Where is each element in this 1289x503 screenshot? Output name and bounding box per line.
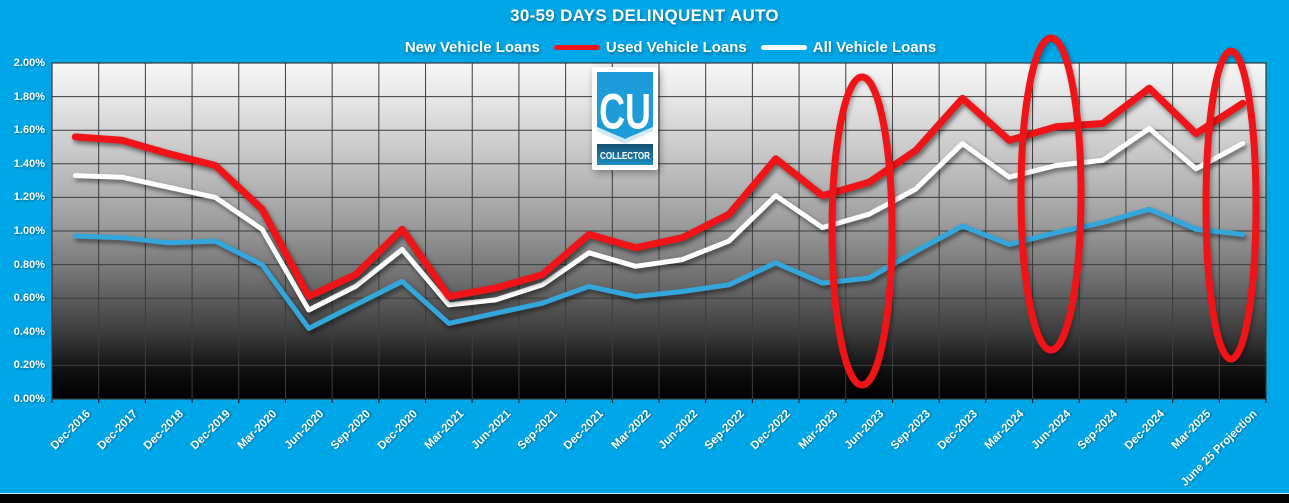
logo-band — [597, 144, 653, 165]
y-tick-label: 1.80% — [13, 90, 45, 103]
cu-collector-logo: CU COLLECTOR — [592, 67, 658, 170]
legend: New Vehicle Loans Used Vehicle Loans All V… — [0, 39, 1289, 56]
legend-label: Used Vehicle Loans — [605, 39, 747, 56]
legend-item-new-vehicle-loans: New Vehicle Loans — [353, 39, 540, 56]
logo-monogram: CU — [599, 85, 651, 140]
y-tick-label: 1.20% — [13, 191, 45, 204]
cu-collector-logo-svg: CU COLLECTOR — [592, 67, 658, 170]
logo-wordmark: COLLECTOR — [600, 151, 651, 162]
bottom-bar — [0, 493, 1289, 503]
y-tick-label: 1.00% — [13, 225, 45, 237]
y-tick-label: 0.00% — [13, 393, 45, 405]
legend-item-all-vehicle-loans: All Vehicle Loans — [760, 39, 937, 56]
annotation-oval-june-25-projection — [1202, 47, 1260, 363]
y-tick-label: 0.20% — [13, 359, 45, 372]
chart-title: 30-59 DAYS DELINQUENT AUTO — [510, 6, 779, 25]
y-tick-label: 0.80% — [13, 258, 45, 271]
y-tick-label: 0.40% — [13, 325, 45, 338]
annotation-oval-jun-2024 — [1017, 34, 1085, 354]
y-tick-label: 2.00% — [13, 57, 45, 69]
logo-shield — [597, 72, 653, 139]
legend-label: New Vehicle Loans — [404, 39, 540, 56]
y-tick-label: 1.40% — [13, 157, 45, 170]
series-line-used-vehicle-loans — [71, 84, 1247, 300]
legend-swatch — [553, 45, 600, 50]
legend-item-used-vehicle-loans: Used Vehicle Loans — [553, 39, 747, 56]
logo-chevron — [597, 127, 653, 144]
y-tick-label: 1.60% — [13, 124, 45, 137]
series-line-all-vehicle-loans — [72, 126, 1246, 313]
legend-swatch — [760, 45, 807, 50]
y-tick-label: 0.60% — [13, 292, 45, 305]
annotation-oval-jun-2023 — [828, 73, 896, 389]
series-line-new-vehicle-loans — [72, 206, 1246, 331]
legend-label: All Vehicle Loans — [812, 39, 937, 56]
